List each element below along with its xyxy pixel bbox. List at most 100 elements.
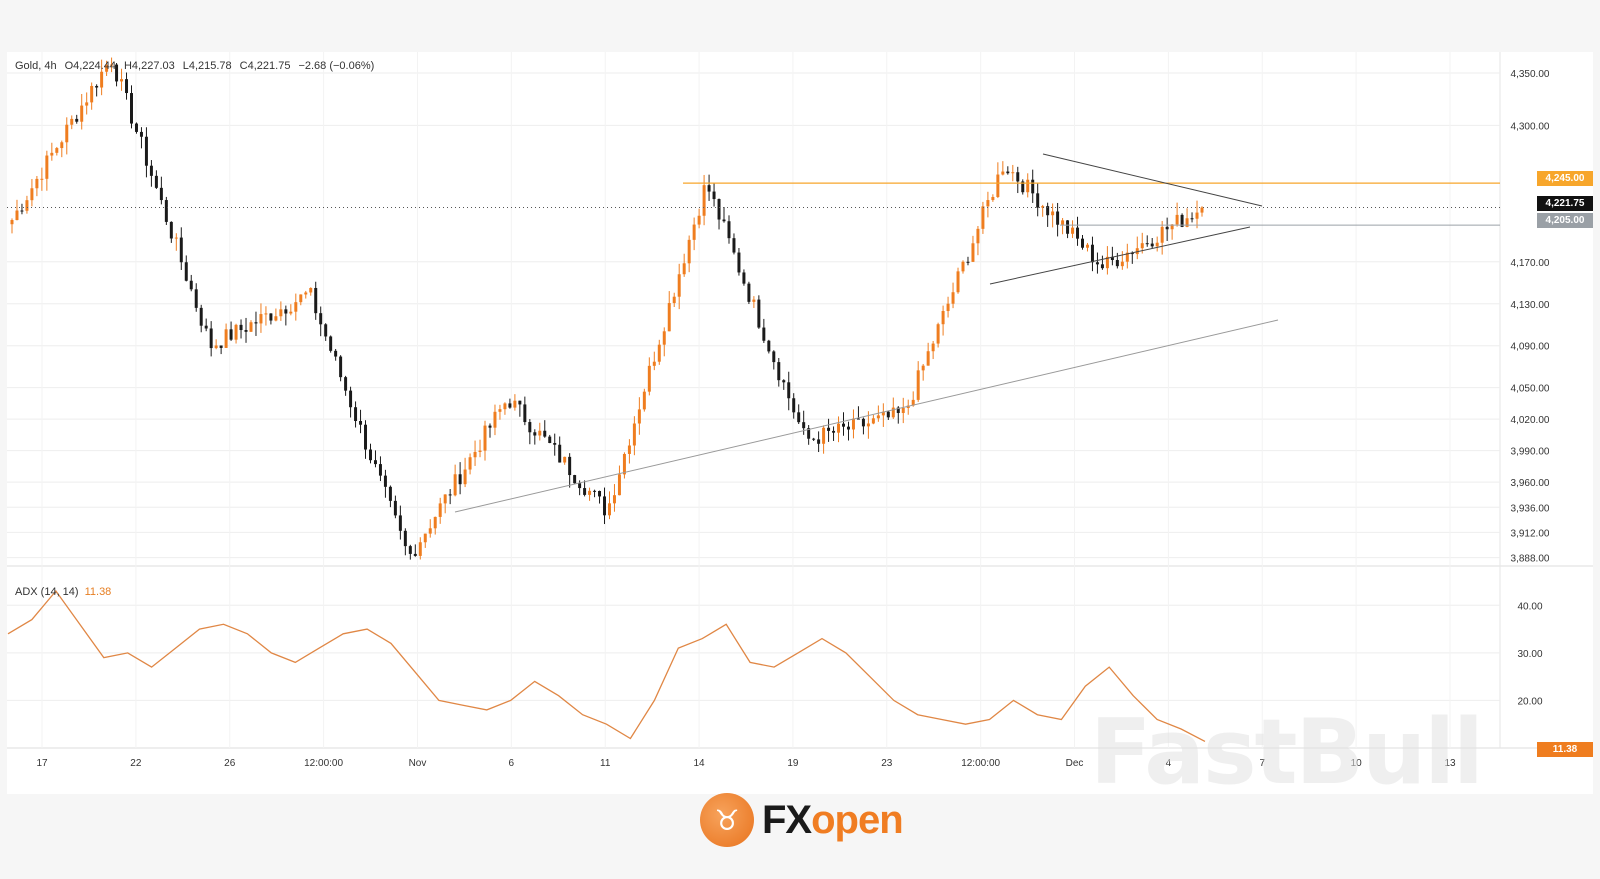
candle-body: [692, 224, 696, 240]
price-tick-label: 3,990.00: [1511, 447, 1550, 458]
candle: [478, 439, 482, 458]
candle: [1016, 166, 1020, 194]
bull-logo-icon: ♉: [700, 793, 754, 847]
candle: [413, 544, 417, 557]
candle-body: [842, 423, 845, 427]
candle-body: [20, 210, 24, 212]
candle: [742, 269, 746, 286]
candle: [712, 182, 716, 207]
candle-body: [55, 148, 59, 153]
candle: [677, 263, 681, 310]
candle: [30, 179, 34, 207]
candle-body: [921, 365, 925, 371]
candle: [807, 425, 811, 445]
adx-layer: [7, 589, 1206, 742]
candle: [846, 421, 850, 441]
candle: [105, 60, 109, 76]
candle: [463, 457, 467, 488]
candle-body: [443, 494, 447, 504]
candle: [443, 494, 447, 514]
candle: [1135, 236, 1139, 260]
candle: [926, 342, 930, 366]
candle: [901, 397, 905, 424]
candle: [971, 235, 975, 262]
candle: [543, 420, 547, 438]
time-tick-label: 10: [1351, 758, 1363, 769]
candle: [194, 283, 198, 312]
candle-body: [817, 439, 821, 444]
candle-body: [249, 322, 253, 332]
candle-body: [284, 309, 288, 314]
candle: [1071, 220, 1075, 239]
candle-body: [1195, 212, 1199, 219]
candle: [344, 375, 348, 396]
time-tick-label: 4: [1166, 758, 1172, 769]
candle-body: [105, 64, 109, 72]
grid-layer: [7, 52, 1593, 749]
candle: [468, 453, 472, 475]
candle: [209, 321, 213, 357]
candle-body: [667, 303, 671, 332]
candle-body: [851, 418, 855, 430]
candle: [558, 436, 562, 463]
candle-body: [846, 426, 850, 430]
triangle-lower-trendline: [989, 226, 1251, 285]
price-tick-label: 4,350.00: [1511, 69, 1550, 80]
candle-body: [981, 206, 985, 229]
candle: [603, 487, 607, 525]
candle-body: [70, 118, 74, 125]
candle: [996, 162, 1000, 199]
candle: [752, 296, 756, 309]
candle-body: [642, 391, 646, 410]
candle: [1130, 251, 1134, 264]
price-tick-label: 4,300.00: [1511, 121, 1550, 132]
candle: [179, 227, 183, 270]
candle-body: [209, 328, 213, 349]
candle: [1120, 251, 1124, 270]
candle-body: [1175, 214, 1179, 225]
candle: [1031, 169, 1035, 203]
candle: [354, 401, 358, 428]
candle-body: [772, 351, 776, 363]
candle: [159, 176, 163, 205]
candle: [364, 420, 368, 459]
candle-body: [1140, 243, 1144, 249]
candle-body: [946, 303, 950, 312]
candle: [513, 394, 517, 411]
candle: [1140, 232, 1144, 254]
candle-body: [388, 486, 392, 501]
candle: [632, 416, 636, 456]
candle: [652, 351, 656, 371]
candle-body: [792, 398, 796, 413]
candle: [672, 292, 676, 308]
candle: [100, 59, 104, 96]
candle: [717, 198, 721, 230]
candle: [1041, 204, 1045, 217]
candle-body: [787, 382, 791, 399]
candle: [244, 317, 248, 343]
candle: [817, 431, 821, 453]
candle-body: [1155, 242, 1159, 247]
candle: [856, 406, 860, 420]
candle: [976, 225, 980, 256]
candle: [359, 409, 363, 434]
candle-body: [782, 380, 786, 383]
candle: [324, 323, 328, 341]
candle-body: [378, 464, 382, 476]
candle: [418, 537, 422, 560]
candle: [797, 404, 801, 425]
candle-body: [1041, 206, 1045, 208]
time-tick-label: 11: [600, 758, 611, 769]
candle: [812, 437, 816, 441]
candle-body: [593, 490, 597, 492]
price-tick-label: 4,130.00: [1511, 300, 1550, 311]
candle-body: [1125, 252, 1129, 262]
candle-body: [931, 343, 935, 352]
candle-body: [373, 460, 377, 465]
candle: [10, 218, 14, 234]
candle: [25, 195, 29, 214]
fxopen-brand: ♉ FXopen: [700, 790, 904, 850]
candle-body: [319, 313, 323, 325]
candle-body: [65, 124, 69, 143]
